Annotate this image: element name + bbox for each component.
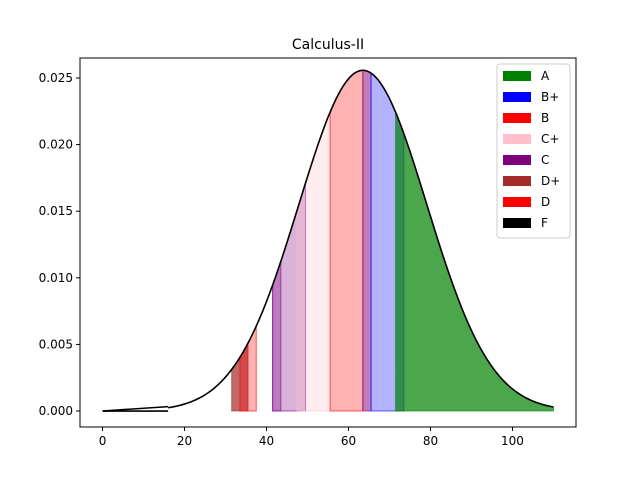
x-tick-label: 100 [501, 434, 524, 448]
distribution-curve [102, 69, 554, 412]
band-c-6 [362, 69, 372, 412]
x-tick-label: 40 [259, 434, 274, 448]
legend-label: B [541, 111, 549, 125]
legend-label: D+ [541, 174, 560, 188]
band-b-5 [329, 69, 364, 412]
legend-label: F [541, 216, 548, 230]
x-tick-label: 20 [177, 434, 192, 448]
y-tick-label: 0.020 [39, 138, 73, 152]
y-tick-label: 0.025 [39, 71, 73, 85]
legend-swatch [503, 134, 531, 144]
legend-swatch [503, 155, 531, 165]
chart-title: Calculus-II [292, 37, 364, 53]
legend-swatch [503, 71, 531, 81]
x-tick-label: 60 [341, 434, 356, 448]
plot-frame [79, 57, 577, 428]
axes: 0 20 40 60 80 100 0.000 0.005 0.010 0.015 0.020 0.0… [39, 57, 577, 448]
legend-swatch [503, 197, 531, 207]
legend-swatch [503, 92, 531, 102]
y-tick-label: 0.010 [39, 271, 73, 285]
legend-swatch [503, 113, 531, 123]
legend: A B+ B C+ C D+ DF [496, 63, 571, 239]
y-tick-label: 0.000 [39, 404, 73, 418]
y-tick-label: 0.005 [39, 337, 73, 351]
x-tick-label: 0 [99, 434, 107, 448]
legend-label: B+ [541, 90, 559, 104]
y-tick-label: 0.015 [39, 204, 73, 218]
legend-label: C [541, 153, 549, 167]
legend-swatch [503, 176, 531, 186]
legend-label: A [541, 69, 550, 83]
x-tick-label: 80 [423, 434, 438, 448]
legend-label: D [541, 195, 550, 209]
normal-curve [168, 69, 554, 409]
legend-box [496, 63, 571, 239]
legend-swatch [503, 218, 531, 228]
legend-label: C+ [541, 132, 559, 146]
